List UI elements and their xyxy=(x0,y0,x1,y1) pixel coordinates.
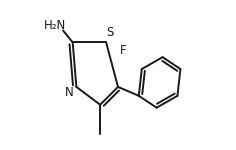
Text: F: F xyxy=(120,44,126,57)
Text: H₂N: H₂N xyxy=(44,20,66,32)
Text: S: S xyxy=(106,26,114,39)
Text: N: N xyxy=(65,86,74,99)
